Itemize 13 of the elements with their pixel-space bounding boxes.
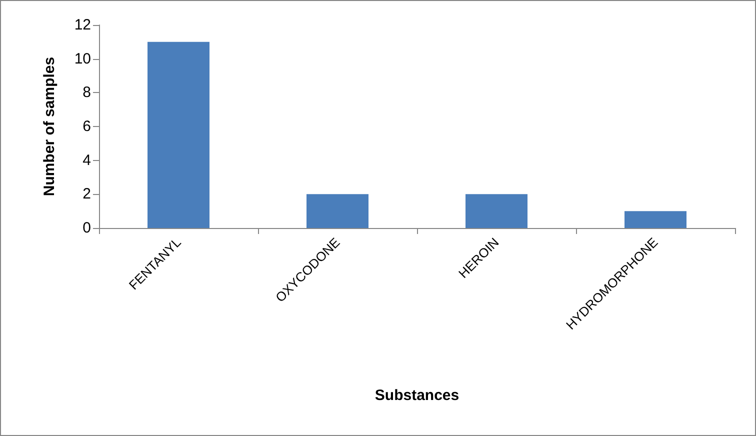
y-tick-label: 10 — [74, 50, 91, 68]
y-tick-label: 4 — [82, 152, 91, 169]
y-tick-label: 8 — [82, 84, 91, 102]
bar — [306, 194, 368, 228]
y-tick-label: 0 — [82, 220, 91, 236]
y-tick-label: 12 — [74, 16, 91, 34]
x-axis-title: Substances — [374, 387, 460, 404]
bar — [466, 194, 528, 228]
y-tick-label: 6 — [82, 118, 91, 135]
bar — [624, 211, 686, 228]
y-tick-label: 2 — [82, 186, 91, 203]
bar — [148, 42, 210, 228]
y-axis-title: Number of samples — [41, 56, 58, 196]
